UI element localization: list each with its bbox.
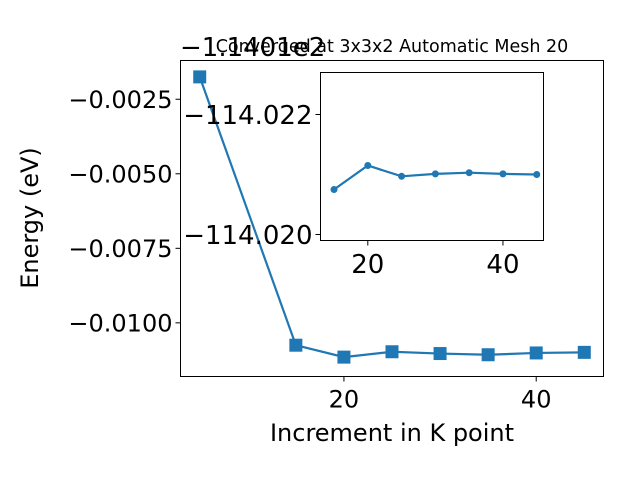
y-offset-label: −1.1401e2 <box>180 33 325 63</box>
inset-axes: 20 40 −114.022−114.020 <box>183 72 544 280</box>
main-y-tick-label: −0.0050 <box>68 160 172 188</box>
inset-y-tick-label: −114.022 <box>183 101 312 131</box>
y-axis-label: Energy (eV) <box>16 147 44 289</box>
inset-data-point <box>465 169 473 177</box>
main-y-tick-label: −0.0075 <box>68 235 172 263</box>
main-y-tick-label: −0.0025 <box>68 86 172 114</box>
inset-x-ticks: 20 40 <box>351 240 520 280</box>
main-plot-frame <box>180 60 604 377</box>
main-data-point <box>337 350 351 364</box>
inset-plot-frame <box>320 72 544 241</box>
inset-data-point <box>533 171 541 178</box>
main-series <box>193 70 591 364</box>
main-data-point <box>529 346 543 360</box>
inset-series <box>330 162 541 193</box>
inset-x-tick-label: 20 <box>351 250 384 280</box>
inset-data-point <box>398 172 406 180</box>
main-x-tick-label: 40 <box>521 385 552 413</box>
main-x-tick-label: 20 <box>329 385 360 413</box>
main-data-point <box>193 70 207 84</box>
inset-data-point <box>330 186 338 193</box>
main-data-point <box>577 345 591 359</box>
main-axes: Converged at 3x3x2 Automatic Mesh 20 20 4… <box>16 33 604 447</box>
main-series-line <box>198 76 585 359</box>
inset-data-point <box>431 170 439 178</box>
main-data-point <box>385 345 399 359</box>
inset-background <box>320 72 544 241</box>
main-x-ticks: 20 40 <box>329 376 552 413</box>
main-data-point <box>481 348 495 362</box>
inset-x-tick-label: 40 <box>486 250 519 280</box>
inset-data-point <box>364 162 372 169</box>
main-y-tick-label: −0.0100 <box>68 309 172 337</box>
main-data-point <box>289 338 303 352</box>
x-axis-label: Increment in K point <box>270 419 514 447</box>
inset-y-ticks: −114.022 −114.020 <box>183 101 321 251</box>
inset-y-tick-label: −114.020 <box>183 221 312 251</box>
main-y-ticks: −0.0025 −0.0050 −0.0075 −0.0100 <box>68 86 181 337</box>
main-data-point <box>433 347 447 361</box>
chart-title: Converged at 3x3x2 Automatic Mesh 20 <box>216 37 569 57</box>
inset-data-point <box>499 170 507 178</box>
